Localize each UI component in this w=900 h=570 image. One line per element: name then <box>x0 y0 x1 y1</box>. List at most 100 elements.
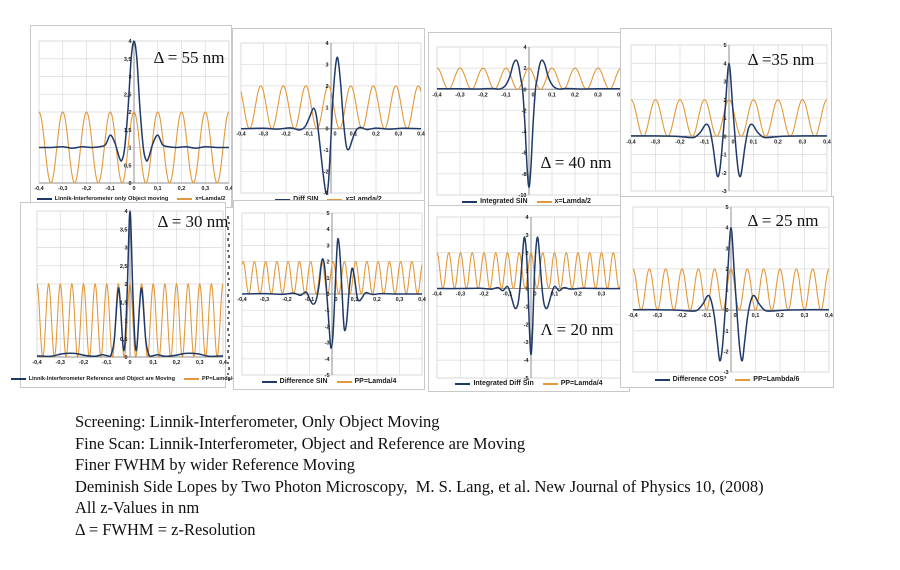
x-tick-label: 0,2 <box>774 139 782 145</box>
x-tick-label: 0,1 <box>351 297 359 303</box>
legend-line-orange-icon <box>336 380 352 383</box>
x-tick-label: -0,3 <box>58 186 67 192</box>
y-tick-label: 2 <box>128 110 131 116</box>
ghost-tick-strip <box>227 361 230 365</box>
legend-item: Linnik-Interferometer only Object moving <box>36 196 168 202</box>
x-tick-label: -0,3 <box>653 313 662 319</box>
chart-plot-integrated-diff-sin: -5 -4 -3 -2 -1 0 1 2 3 4 -0,4 -0,3 -0,2 -0,1 0 0,1 0,2 0,… <box>432 215 630 382</box>
ghost-tick-strip <box>227 249 230 253</box>
y-tick-label: 3 <box>325 62 328 68</box>
legend-line-blue-icon <box>462 200 478 203</box>
y-tick-label: 0 <box>128 181 131 187</box>
x-tick-label: 0,2 <box>574 292 582 298</box>
x-tick-label: -0,2 <box>79 360 88 366</box>
chart-panel-difference-cos3: -3 -2 -1 0 1 2 3 4 5 -0,4 -0,3 -0,2 -0,1 0 0,1 0,2 0,3 0,… <box>620 196 834 388</box>
legend-label: PP=Lambda/6 <box>753 376 800 383</box>
y-tick-label: 2 <box>326 260 329 266</box>
series-line-blue <box>436 236 626 356</box>
x-tick-label: 0,1 <box>154 186 162 192</box>
ghost-tick-strip <box>228 300 231 303</box>
y-tick-label: -4 <box>325 357 331 363</box>
delta-annotation: Δ = 55 nm <box>153 48 225 67</box>
ghost-tick-strip <box>228 244 231 247</box>
y-tick-label: -1 <box>325 308 330 314</box>
legend-label: Difference SIN <box>279 378 328 385</box>
y-tick-label: -5 <box>325 373 330 379</box>
chart-legend: Difference SIN PP=Lamda/4 <box>234 378 424 385</box>
y-tick-label: 4 <box>326 227 330 233</box>
series-line-orange <box>38 111 230 184</box>
footer-line: All z-Values in nm <box>75 498 200 517</box>
legend-line-blue-icon <box>455 382 471 385</box>
ghost-tick-strip <box>228 255 231 258</box>
y-tick-label: 4 <box>128 39 132 45</box>
legend-label: Diff SIN <box>293 196 318 203</box>
x-tick-label: -0,2 <box>479 292 488 298</box>
ghost-tick-strip <box>227 283 230 286</box>
x-tick-label: 0,3 <box>201 186 209 192</box>
y-tick-label: 2 <box>723 98 726 104</box>
chart-legend: Integrated SIN x=Lamda/2 <box>429 198 624 205</box>
y-tick-label: 1,5 <box>120 300 128 306</box>
x-tick-label: 0,2 <box>178 186 186 192</box>
y-tick-label: 1 <box>128 146 131 152</box>
legend-line-blue-icon <box>261 380 277 383</box>
series-line-orange <box>240 85 422 130</box>
y-tick-label: 3 <box>326 243 329 249</box>
x-tick-label: -0,1 <box>305 297 314 303</box>
y-tick-label: 2 <box>725 267 728 273</box>
y-tick-label: -5 <box>524 376 529 382</box>
x-tick-label: 0 <box>333 132 336 138</box>
x-tick-label: 0,2 <box>776 313 784 319</box>
legend-line-orange-icon <box>735 378 751 381</box>
x-tick-label: -0,3 <box>56 360 65 366</box>
legend-label: Linnik-Interferometer Reference and Obje… <box>28 376 175 382</box>
x-tick-label: 0 <box>132 186 135 192</box>
chart-panel-integrated-diff-sin: -5 -4 -3 -2 -1 0 1 2 3 4 -0,4 -0,3 -0,2 -0,1 0 0,1 0,2 0,… <box>428 205 630 392</box>
y-tick-label: -3 <box>722 189 727 195</box>
chart-legend: Difference COS³ PP=Lambda/6 <box>621 376 833 383</box>
series-line-blue <box>632 226 830 362</box>
legend-item: Difference COS³ <box>654 376 726 383</box>
delta-annotation: Δ = 40 nm <box>540 153 612 172</box>
ghost-tick-strip <box>228 277 231 281</box>
y-tick-label: 2 <box>325 84 328 90</box>
legend-line-orange-icon <box>177 198 193 200</box>
ghost-tick-strip <box>227 372 230 376</box>
x-tick-label: -0,1 <box>702 313 711 319</box>
x-tick-label: 0,4 <box>823 139 832 145</box>
chart-plot-screening-only-object-moving: 0 0,5 1 1,5 2 2,5 3 3,5 4 -0,4 -0,3 -0,2 -0,1 0 0,1 0,2… <box>34 39 234 192</box>
legend-line-blue-icon <box>275 198 291 201</box>
legend-label: PP=Lamda/4 <box>560 380 603 387</box>
legend-item: PP=Lambda/6 <box>735 376 799 383</box>
x-tick-label: -0,3 <box>651 139 660 145</box>
legend-line-orange-icon <box>536 200 552 203</box>
footer-text-block: Screening: Linnik-Interferometer, Only O… <box>75 411 764 540</box>
x-tick-label: -0,4 <box>628 313 638 319</box>
chart-legend: Diff SIN x=Lamda/2 <box>233 196 424 203</box>
series-line-orange <box>36 282 224 358</box>
x-tick-label: 0,1 <box>149 360 157 366</box>
y-tick-label: 5 <box>723 43 726 49</box>
footer-line: Δ = FWHM = z-Resolution <box>75 519 256 539</box>
ghost-tick-strip <box>227 238 230 241</box>
chart-plot-difference-sin: -5 -4 -3 -2 -1 0 1 2 3 4 5 -0,4 -0,3 -0,2 -0,1 0 0,1 0,2 0… <box>237 211 427 379</box>
x-tick-label: 0,4 <box>219 360 228 366</box>
delta-annotation: Δ = 25 nm <box>747 211 819 230</box>
x-tick-label: 0,3 <box>594 92 602 98</box>
ghost-tick-strip <box>227 328 230 331</box>
y-tick-label: 3 <box>525 233 528 239</box>
x-tick-label: -0,1 <box>106 186 115 192</box>
x-tick-label: 0,3 <box>598 292 606 298</box>
y-tick-label: -2 <box>524 322 529 328</box>
series-line-blue <box>240 56 422 194</box>
x-tick-label: 0 <box>533 292 536 298</box>
y-tick-label: 4 <box>325 41 329 47</box>
chart-panel-diff-cos: -3 -2 -1 0 1 2 3 4 5 -0,4 -0,3 -0,2 -0,1 0 0,1 0,2 0,3 0,… <box>620 28 832 210</box>
y-tick-label: 0 <box>523 87 526 93</box>
chart-plot-difference-cos3: -3 -2 -1 0 1 2 3 4 5 -0,4 -0,3 -0,2 -0,1 0 0,1 0,2 0,3 0,… <box>628 205 834 376</box>
legend-line-orange-icon <box>327 198 343 201</box>
legend-item: x=Lamda/2 <box>327 196 382 203</box>
footer-line: Deminish Side Lopes by Two Photon Micros… <box>75 476 764 496</box>
